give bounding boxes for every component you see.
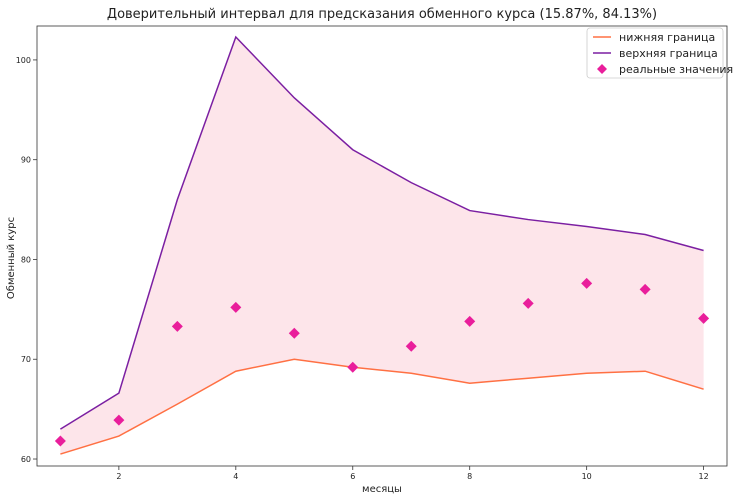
x-axis-label: месяцы — [362, 484, 402, 495]
y-tick-label: 70 — [21, 355, 31, 364]
data-point-diamond — [522, 297, 534, 309]
legend-diamond-swatch — [597, 64, 607, 74]
data-point-diamond — [54, 435, 66, 447]
data-point-diamond — [171, 320, 183, 332]
data-point-diamond — [581, 277, 593, 289]
y-tick-label: 80 — [21, 255, 31, 264]
x-tick-label: 4 — [233, 472, 238, 481]
legend-box — [586, 27, 724, 79]
data-point-diamond — [698, 312, 710, 324]
series-line-1 — [60, 358, 704, 455]
plot-frame — [36, 25, 728, 467]
legend-entry-label: реальные значения — [619, 63, 733, 76]
y-tick-label: 100 — [16, 56, 31, 65]
x-tick-label: 8 — [467, 472, 472, 481]
x-tick-label: 12 — [699, 472, 709, 481]
data-point-diamond — [288, 327, 300, 339]
x-tick-label: 2 — [116, 472, 121, 481]
axes: 2 4 6 8 10 12 60 70 80 90 100 — [16, 25, 728, 481]
chart-title: Доверительный интервал для предсказания … — [107, 7, 657, 22]
legend-entry-label: верхняя граница — [619, 47, 718, 60]
y-tick-label: 90 — [21, 156, 31, 165]
y-axis-label: Обменный курс — [6, 217, 17, 299]
data-point-diamond — [113, 414, 125, 426]
data-point-diamond — [464, 315, 476, 327]
legend: нижняя граница верхняя граница реальные зн… — [586, 27, 733, 79]
x-tick-label: 10 — [582, 472, 592, 481]
legend-entry-label: нижняя граница — [619, 31, 715, 44]
data-point-diamond — [405, 340, 417, 352]
data-point-diamond — [639, 283, 651, 295]
data-point-diamond — [347, 361, 359, 373]
confidence-band — [60, 36, 704, 455]
x-tick-label: 6 — [350, 472, 355, 481]
data-point-diamond — [230, 301, 242, 313]
plot-area — [54, 35, 710, 455]
y-tick-label: 60 — [21, 455, 31, 464]
series-line-2 — [59, 35, 704, 430]
